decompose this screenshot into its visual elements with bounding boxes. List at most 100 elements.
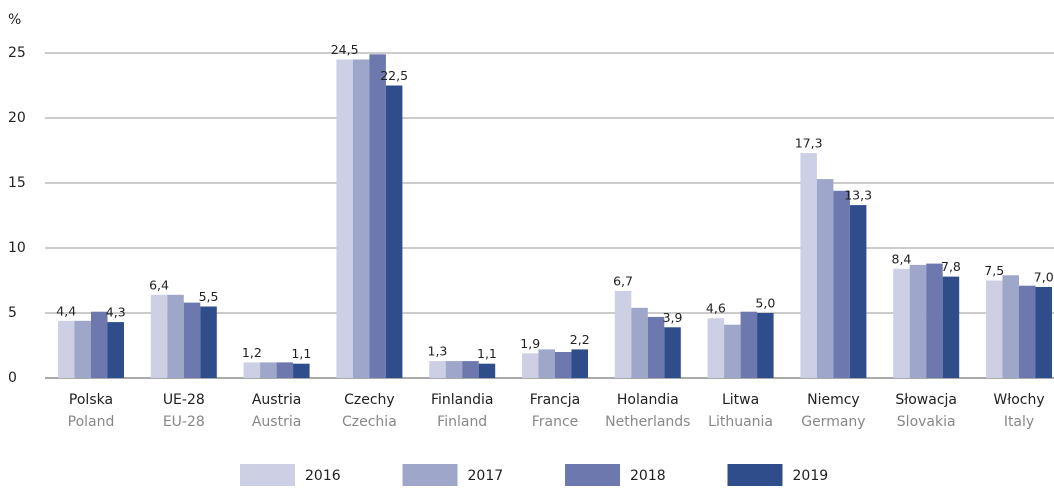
y-tick-label: 5: [8, 305, 17, 321]
x-tick-label: Słowacja: [895, 392, 957, 408]
bar: [200, 306, 217, 378]
bar: [243, 362, 261, 378]
y-tick-label: 10: [8, 240, 26, 256]
value-label: 7,5: [984, 263, 1004, 278]
value-label: 17,3: [795, 136, 823, 151]
x-tick-label-en: EU-28: [163, 414, 205, 430]
bar: [336, 59, 353, 378]
value-label: 1,1: [477, 346, 497, 361]
bar: [647, 316, 665, 378]
x-tick-label-en: Slovakia: [897, 414, 956, 430]
bar: [293, 363, 310, 378]
value-label: 6,4: [149, 277, 169, 292]
x-tick-label: UE-28: [163, 392, 205, 408]
bar: [664, 327, 681, 378]
x-tick-label-en: Germany: [801, 414, 865, 430]
x-tick-label-en: Czechia: [342, 414, 397, 430]
bar: [849, 205, 867, 378]
x-tick-label-en: France: [532, 414, 579, 430]
value-label: 4,3: [106, 305, 126, 320]
bar: [369, 54, 386, 379]
value-label: 7,0: [1034, 270, 1054, 285]
bar: [74, 320, 91, 378]
bar: [538, 349, 555, 378]
y-tick-label: 25: [8, 45, 26, 61]
x-tick-label-en: Austria: [252, 414, 301, 430]
x-tick-label: Litwa: [722, 392, 759, 408]
y-axis-unit: %: [8, 12, 21, 28]
legend-swatch: [727, 464, 783, 486]
bar: [1019, 285, 1036, 378]
y-tick-label: 0: [8, 370, 17, 386]
legend-swatch: [240, 464, 295, 486]
value-label: 5,5: [199, 289, 219, 304]
x-tick-label-en: Lithuania: [708, 414, 773, 430]
legend-label: 2017: [468, 468, 504, 484]
bar: [893, 268, 910, 378]
value-label: 1,2: [242, 345, 262, 360]
legend-swatch: [402, 464, 458, 486]
value-label: 4,6: [706, 301, 726, 316]
y-tick-label: 20: [8, 110, 26, 126]
x-tick-label: Polska: [69, 392, 113, 408]
bar: [816, 179, 834, 378]
x-tick-label: Włochy: [993, 392, 1044, 408]
bar: [571, 349, 588, 378]
value-label: 22,5: [380, 68, 408, 83]
bar: [429, 361, 446, 378]
legend-label: 2016: [305, 468, 341, 484]
value-label: 1,9: [520, 336, 540, 351]
bar: [150, 294, 168, 378]
bar: [926, 263, 943, 378]
bar: [631, 307, 648, 378]
y-tick-label: 15: [8, 175, 26, 191]
value-label: 4,4: [56, 303, 76, 318]
bar: [724, 324, 741, 378]
bar: [833, 190, 850, 378]
value-label: 6,7: [613, 273, 633, 288]
bar: [107, 322, 124, 378]
bar: [614, 290, 632, 378]
value-label: 1,1: [291, 346, 311, 361]
bar: [183, 302, 201, 378]
x-tick-label: Austria: [252, 392, 301, 408]
bar: [707, 318, 725, 378]
bar: [352, 59, 370, 378]
x-tick-label-en: Italy: [1004, 414, 1034, 430]
x-tick-label-en: Finland: [437, 414, 487, 430]
bar: [462, 361, 479, 378]
value-label: 8,4: [892, 251, 912, 266]
bar: [385, 85, 403, 378]
value-label: 13,3: [844, 188, 872, 203]
bar: [555, 352, 572, 378]
bar: [522, 353, 539, 378]
bar: [478, 363, 496, 378]
x-tick-label-en: Netherlands: [605, 414, 690, 430]
value-label: 2,2: [570, 332, 590, 347]
value-label: 5,0: [755, 296, 775, 311]
bar: [58, 320, 75, 378]
value-label: 3,9: [663, 310, 683, 325]
value-label: 7,8: [941, 259, 961, 274]
legend-label: 2018: [630, 468, 666, 484]
bar: [167, 294, 184, 378]
bar: [1035, 287, 1052, 378]
bar: [91, 311, 108, 378]
x-tick-label-en: Poland: [68, 414, 115, 430]
x-tick-label: Finlandia: [431, 392, 494, 408]
bar: [909, 264, 927, 378]
legend-swatch: [565, 464, 620, 486]
legend-label: 2019: [793, 468, 829, 484]
bar: [260, 362, 277, 378]
value-label: 1,3: [428, 344, 448, 359]
bar: [445, 361, 463, 378]
x-tick-label: Holandia: [617, 392, 679, 408]
x-tick-label: Francja: [530, 392, 580, 408]
bar: [800, 153, 817, 378]
bar: [942, 276, 960, 378]
bar: [757, 313, 774, 378]
bar: [740, 311, 758, 378]
value-label: 24,5: [331, 42, 359, 57]
bar: [276, 362, 294, 378]
